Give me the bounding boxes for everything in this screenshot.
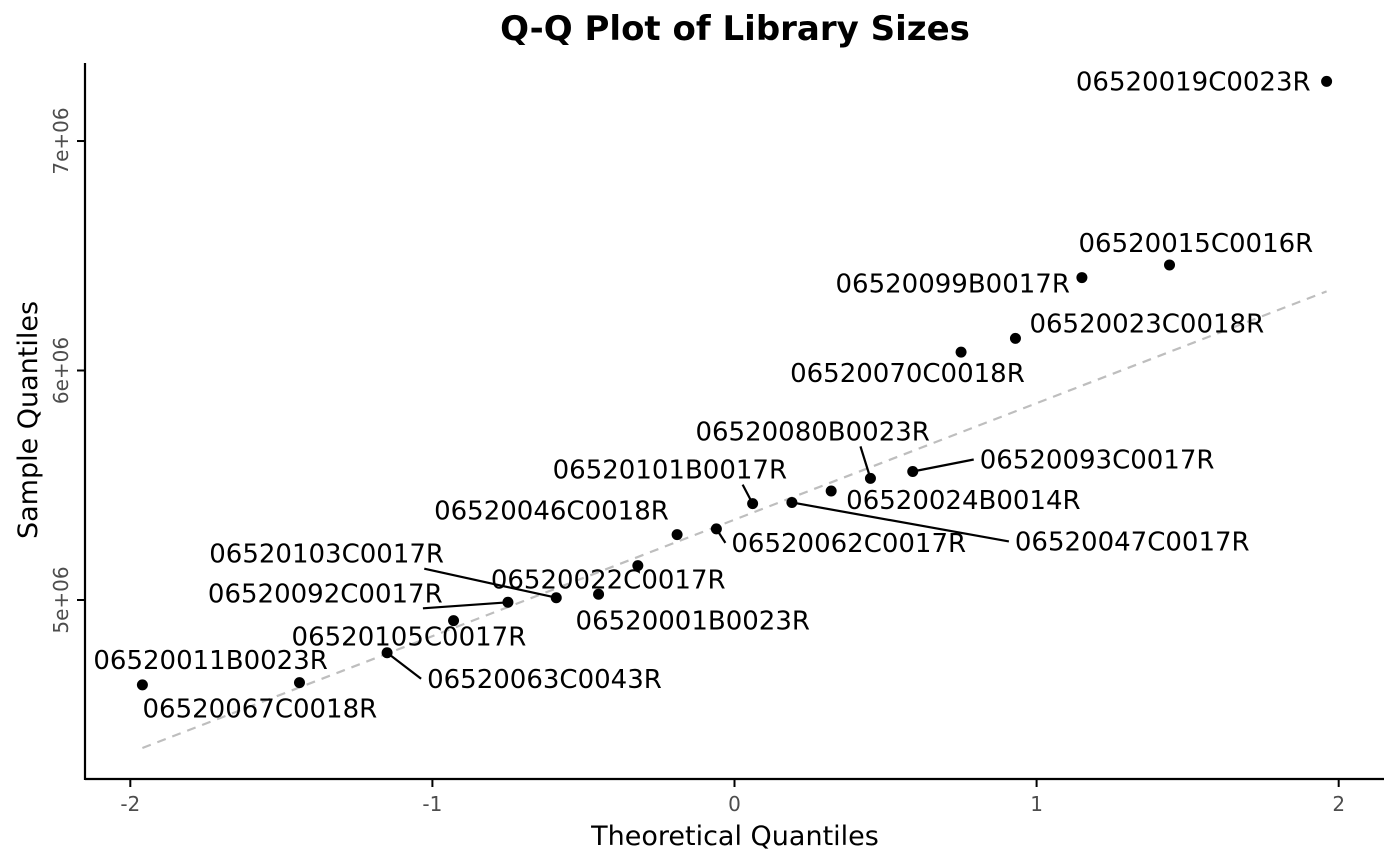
data-point xyxy=(671,529,683,541)
data-point xyxy=(710,523,722,535)
data-point xyxy=(1009,332,1021,344)
point-label: 06520001B0023R xyxy=(576,606,810,636)
reference-line xyxy=(142,290,1327,750)
data-point xyxy=(955,346,967,358)
y-tick-label: 5e+06 xyxy=(49,566,73,633)
label-leader-line xyxy=(422,601,509,610)
data-point xyxy=(293,677,305,689)
x-tick-label: 2 xyxy=(1332,792,1345,816)
x-tick-label: 1 xyxy=(1030,792,1043,816)
data-point xyxy=(747,498,759,510)
data-point xyxy=(136,679,148,691)
data-point xyxy=(864,472,876,484)
point-label: 06520023C0018R xyxy=(1029,309,1264,339)
point-label: 06520080B0023R xyxy=(695,417,929,447)
point-label: 06520105C0017R xyxy=(292,623,527,653)
point-label: 06520015C0016R xyxy=(1079,229,1314,259)
point-label: 06520046C0018R xyxy=(434,497,669,527)
x-tick-label: -1 xyxy=(422,792,442,816)
data-point xyxy=(1321,75,1333,87)
x-tick-label: -2 xyxy=(120,792,140,816)
y-tick-label: 6e+06 xyxy=(49,337,73,404)
data-point xyxy=(632,560,644,572)
point-label: 06520093C0017R xyxy=(980,445,1215,475)
data-point xyxy=(1076,272,1088,284)
data-point xyxy=(593,588,605,600)
x-axis-ticks: -2 -1 0 1 2 xyxy=(120,779,1345,816)
data-point xyxy=(381,647,393,659)
point-label: 06520047C0017R xyxy=(1015,527,1250,557)
x-axis-title: Theoretical Quantiles xyxy=(590,821,879,852)
label-leader-line xyxy=(386,651,422,680)
data-point xyxy=(825,485,837,497)
y-tick-label: 7e+06 xyxy=(49,107,73,174)
point-label: 06520024B0014R xyxy=(846,486,1080,516)
data-point xyxy=(1164,259,1176,271)
point-label: 06520011B0023R xyxy=(93,646,327,676)
point-labels-layer: 06520011B0023R 06520067C0018R 06520063C004… xyxy=(93,67,1313,724)
label-leader-line xyxy=(859,446,872,479)
point-label: 06520070C0018R xyxy=(790,359,1025,389)
data-point xyxy=(907,465,919,477)
data-point xyxy=(448,615,460,627)
leader-lines-layer xyxy=(386,446,1010,680)
point-label: 06520019C0023R xyxy=(1076,67,1311,97)
data-point xyxy=(550,592,562,604)
point-label: 06520101B0017R xyxy=(553,456,787,486)
point-label: 06520067C0018R xyxy=(142,695,377,725)
x-tick-label: 0 xyxy=(728,792,741,816)
chart-title: Q-Q Plot of Library Sizes xyxy=(500,9,970,49)
point-label: 06520022C0017R xyxy=(491,566,726,596)
points-layer xyxy=(136,75,1333,691)
point-label: 06520092C0017R xyxy=(208,579,443,609)
label-leader-line xyxy=(912,458,974,473)
y-axis-ticks: 5e+06 6e+06 7e+06 xyxy=(49,107,85,634)
point-label: 06520103C0017R xyxy=(209,540,444,570)
point-label: 06520063C0043R xyxy=(427,665,662,695)
label-leader-line xyxy=(791,501,1010,543)
point-label: 06520099B0017R xyxy=(836,270,1070,300)
reference-line-layer xyxy=(142,290,1327,750)
data-point xyxy=(502,596,514,608)
point-label: 06520062C0017R xyxy=(731,529,966,559)
data-point xyxy=(786,496,798,508)
y-axis-title: Sample Quantiles xyxy=(13,301,44,539)
label-leader-line xyxy=(424,567,557,599)
